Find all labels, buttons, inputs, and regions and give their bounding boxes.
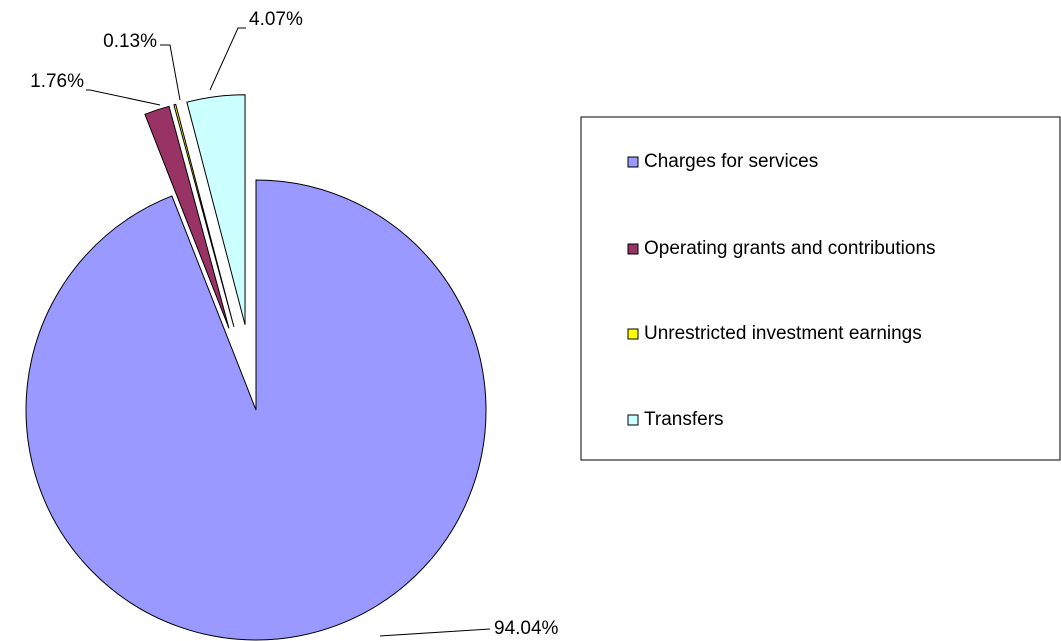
pie-slice: [25, 179, 487, 641]
leader-line: [86, 89, 161, 106]
data-label: 1.76%: [30, 71, 84, 92]
legend-label: Transfers: [644, 409, 724, 430]
leader-line: [160, 44, 181, 101]
legend-swatch: [627, 414, 639, 426]
legend-swatch: [627, 156, 639, 168]
legend-swatch: [627, 243, 639, 255]
legend-label: Operating grants and contributions: [644, 238, 936, 259]
data-label: 0.13%: [103, 31, 157, 52]
leader-line: [379, 628, 491, 637]
pie-slice: [186, 94, 246, 325]
data-label: 4.07%: [249, 9, 303, 30]
legend-label: Charges for services: [644, 151, 818, 172]
leader-line: [209, 27, 246, 91]
pie-slice: [144, 105, 230, 329]
legend-box: [580, 116, 1061, 461]
data-label: 94.04%: [494, 618, 559, 639]
legend-label: Unrestricted investment earnings: [644, 323, 922, 344]
legend-swatch: [627, 328, 639, 340]
pie-slice: [173, 103, 235, 328]
